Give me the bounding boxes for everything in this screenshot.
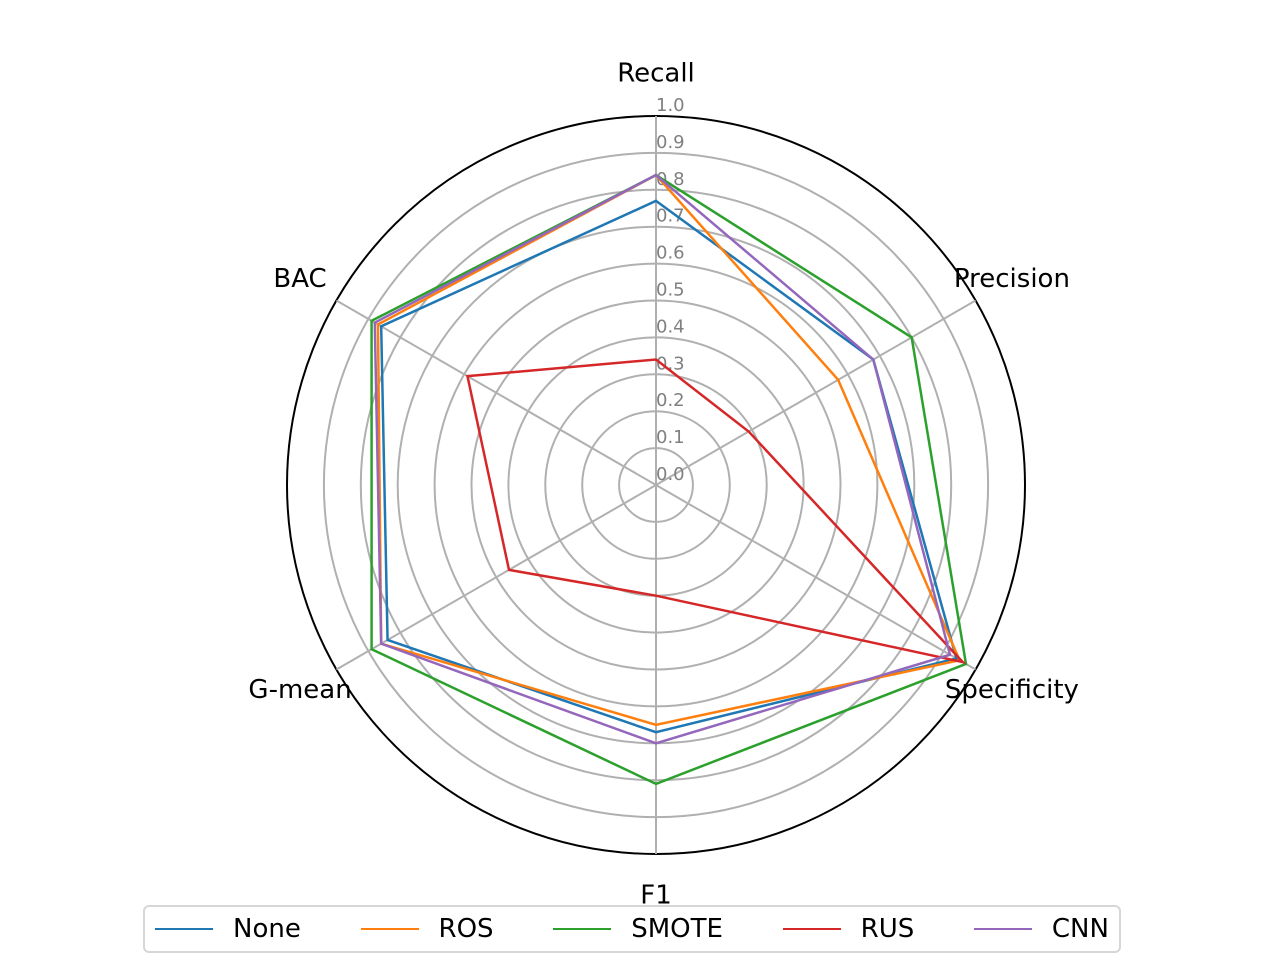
legend-swatch [782,928,841,930]
axis-label-recall: Recall [617,59,695,89]
tick-label: 0.2 [656,390,685,411]
legend-item-none: None [155,914,301,944]
spoke-5 [335,299,657,486]
legend-swatch [553,928,612,930]
spoke-4 [335,484,657,671]
axis-label-precision: Precision [954,264,1070,294]
tick-label: 0.0 [656,464,685,485]
tick-label: 0.4 [656,316,685,337]
legend-label: SMOTE [631,914,723,944]
tick-label: 0.9 [656,132,685,153]
legend-swatch [973,928,1032,930]
tick-label: 0.6 [656,243,685,264]
legend-item-smote: SMOTE [553,914,723,944]
legend-swatch [155,928,213,930]
axis-label-g-mean: G-mean [248,675,351,705]
tick-label: 0.3 [656,353,685,374]
axis-label-f1: F1 [640,881,672,906]
legend-item-ros: ROS [360,914,494,944]
legend: None ROS SMOTE RUS CNN [143,905,1121,953]
tick-label: 0.5 [656,280,685,301]
axis-label-specificity: Specificity [945,675,1079,705]
series-line-cnn [373,173,952,745]
legend-swatch [360,928,419,930]
legend-label: CNN [1051,914,1109,944]
axis-labels: Recall Precision Specificity F1 G-mean BAC [248,59,1079,906]
legend-label: None [233,914,301,944]
spoke-1 [655,299,977,486]
tick-label: 1.0 [656,95,685,116]
series-line-ros [376,173,962,727]
axis-label-bac: BAC [273,264,326,294]
legend-item-cnn: CNN [973,914,1109,944]
legend-label: RUS [860,914,915,944]
legend-label: ROS [438,914,494,944]
series-line-smote [370,173,968,786]
tick-label: 0.1 [656,427,685,448]
radial-tick-labels: 0.00.10.20.30.40.50.60.70.80.91.0 [656,95,685,485]
radar-grid [286,115,1026,855]
tick-label: 0.7 [656,206,685,227]
radar-chart: 0.00.10.20.30.40.50.60.70.80.91.0 Recall… [248,59,1079,906]
legend-item-rus: RUS [782,914,915,944]
series-lines [370,173,968,786]
series-line-rus [465,358,967,665]
spoke-2 [655,484,977,671]
